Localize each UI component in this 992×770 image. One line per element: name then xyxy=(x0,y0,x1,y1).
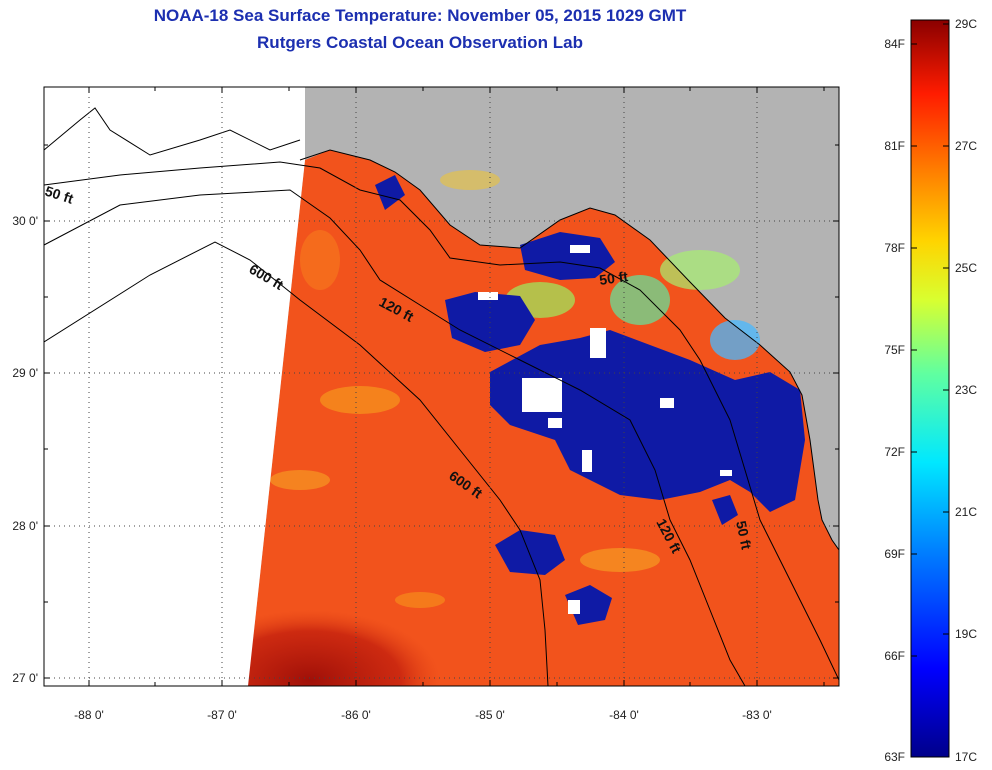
lat-tick-label: 30 0' xyxy=(12,214,38,228)
panhandle-coast xyxy=(44,87,305,155)
colorbar-f-label: 75F xyxy=(884,343,905,357)
colorbar-c-label: 29C xyxy=(955,17,977,31)
colorbar-f-label: 66F xyxy=(884,649,905,663)
colorbar-f-label: 63F xyxy=(884,750,905,764)
coastline xyxy=(299,149,839,551)
contour-label: 50 ft xyxy=(733,519,755,551)
plot-frame xyxy=(43,86,840,687)
lon-tick-label: -84 0' xyxy=(609,708,639,722)
colorbar-f-label: 81F xyxy=(884,139,905,153)
lon-tick-label: -86 0' xyxy=(341,708,371,722)
lon-tick-label: -83 0' xyxy=(742,708,772,722)
lat-tick-label: 28 0' xyxy=(12,519,38,533)
no-data-wedge xyxy=(44,87,305,686)
lon-tick-label: -88 0' xyxy=(74,708,104,722)
colorbar-f-label: 72F xyxy=(884,445,905,459)
lat-tick-label: 27 0' xyxy=(12,671,38,685)
colorbar xyxy=(910,19,950,758)
colorbar-c-label: 25C xyxy=(955,261,977,275)
depth-contours xyxy=(44,161,839,686)
map-title: NOAA-18 Sea Surface Temperature: Novembe… xyxy=(153,6,687,25)
colorbar-c-label: 21C xyxy=(955,505,977,519)
colorbar-c-label: 23C xyxy=(955,383,977,397)
lon-tick-label: -85 0' xyxy=(475,708,505,722)
map-subtitle: Rutgers Coastal Ocean Observation Lab xyxy=(257,33,583,52)
graticule xyxy=(44,87,839,686)
lat-tick-label: 29 0' xyxy=(12,366,38,380)
colorbar-celsius-scale: 29C 27C 25C 23C 21C 19C 17C xyxy=(943,17,977,764)
colorbar-c-label: 19C xyxy=(955,627,977,641)
colorbar-f-label: 78F xyxy=(884,241,905,255)
latitude-axis: 30 0' 29 0' 28 0' 27 0' xyxy=(12,214,38,685)
lon-tick-label: -87 0' xyxy=(207,708,237,722)
contour-label: 50 ft xyxy=(598,268,629,288)
warm-patches xyxy=(270,170,760,608)
colorbar-c-label: 27C xyxy=(955,139,977,153)
colorbar-f-label: 84F xyxy=(884,37,905,51)
cloud-speckles xyxy=(478,245,732,614)
longitude-axis: -88 0' -87 0' -86 0' -85 0' -84 0' -83 0' xyxy=(74,708,772,722)
cold-patches xyxy=(375,175,805,625)
colorbar-c-label: 17C xyxy=(955,750,977,764)
colorbar-f-label: 69F xyxy=(884,547,905,561)
colorbar-fahrenheit-scale: 84F 81F 78F 75F 72F 69F 66F 63F xyxy=(884,37,917,764)
map-plot-area xyxy=(44,87,839,686)
